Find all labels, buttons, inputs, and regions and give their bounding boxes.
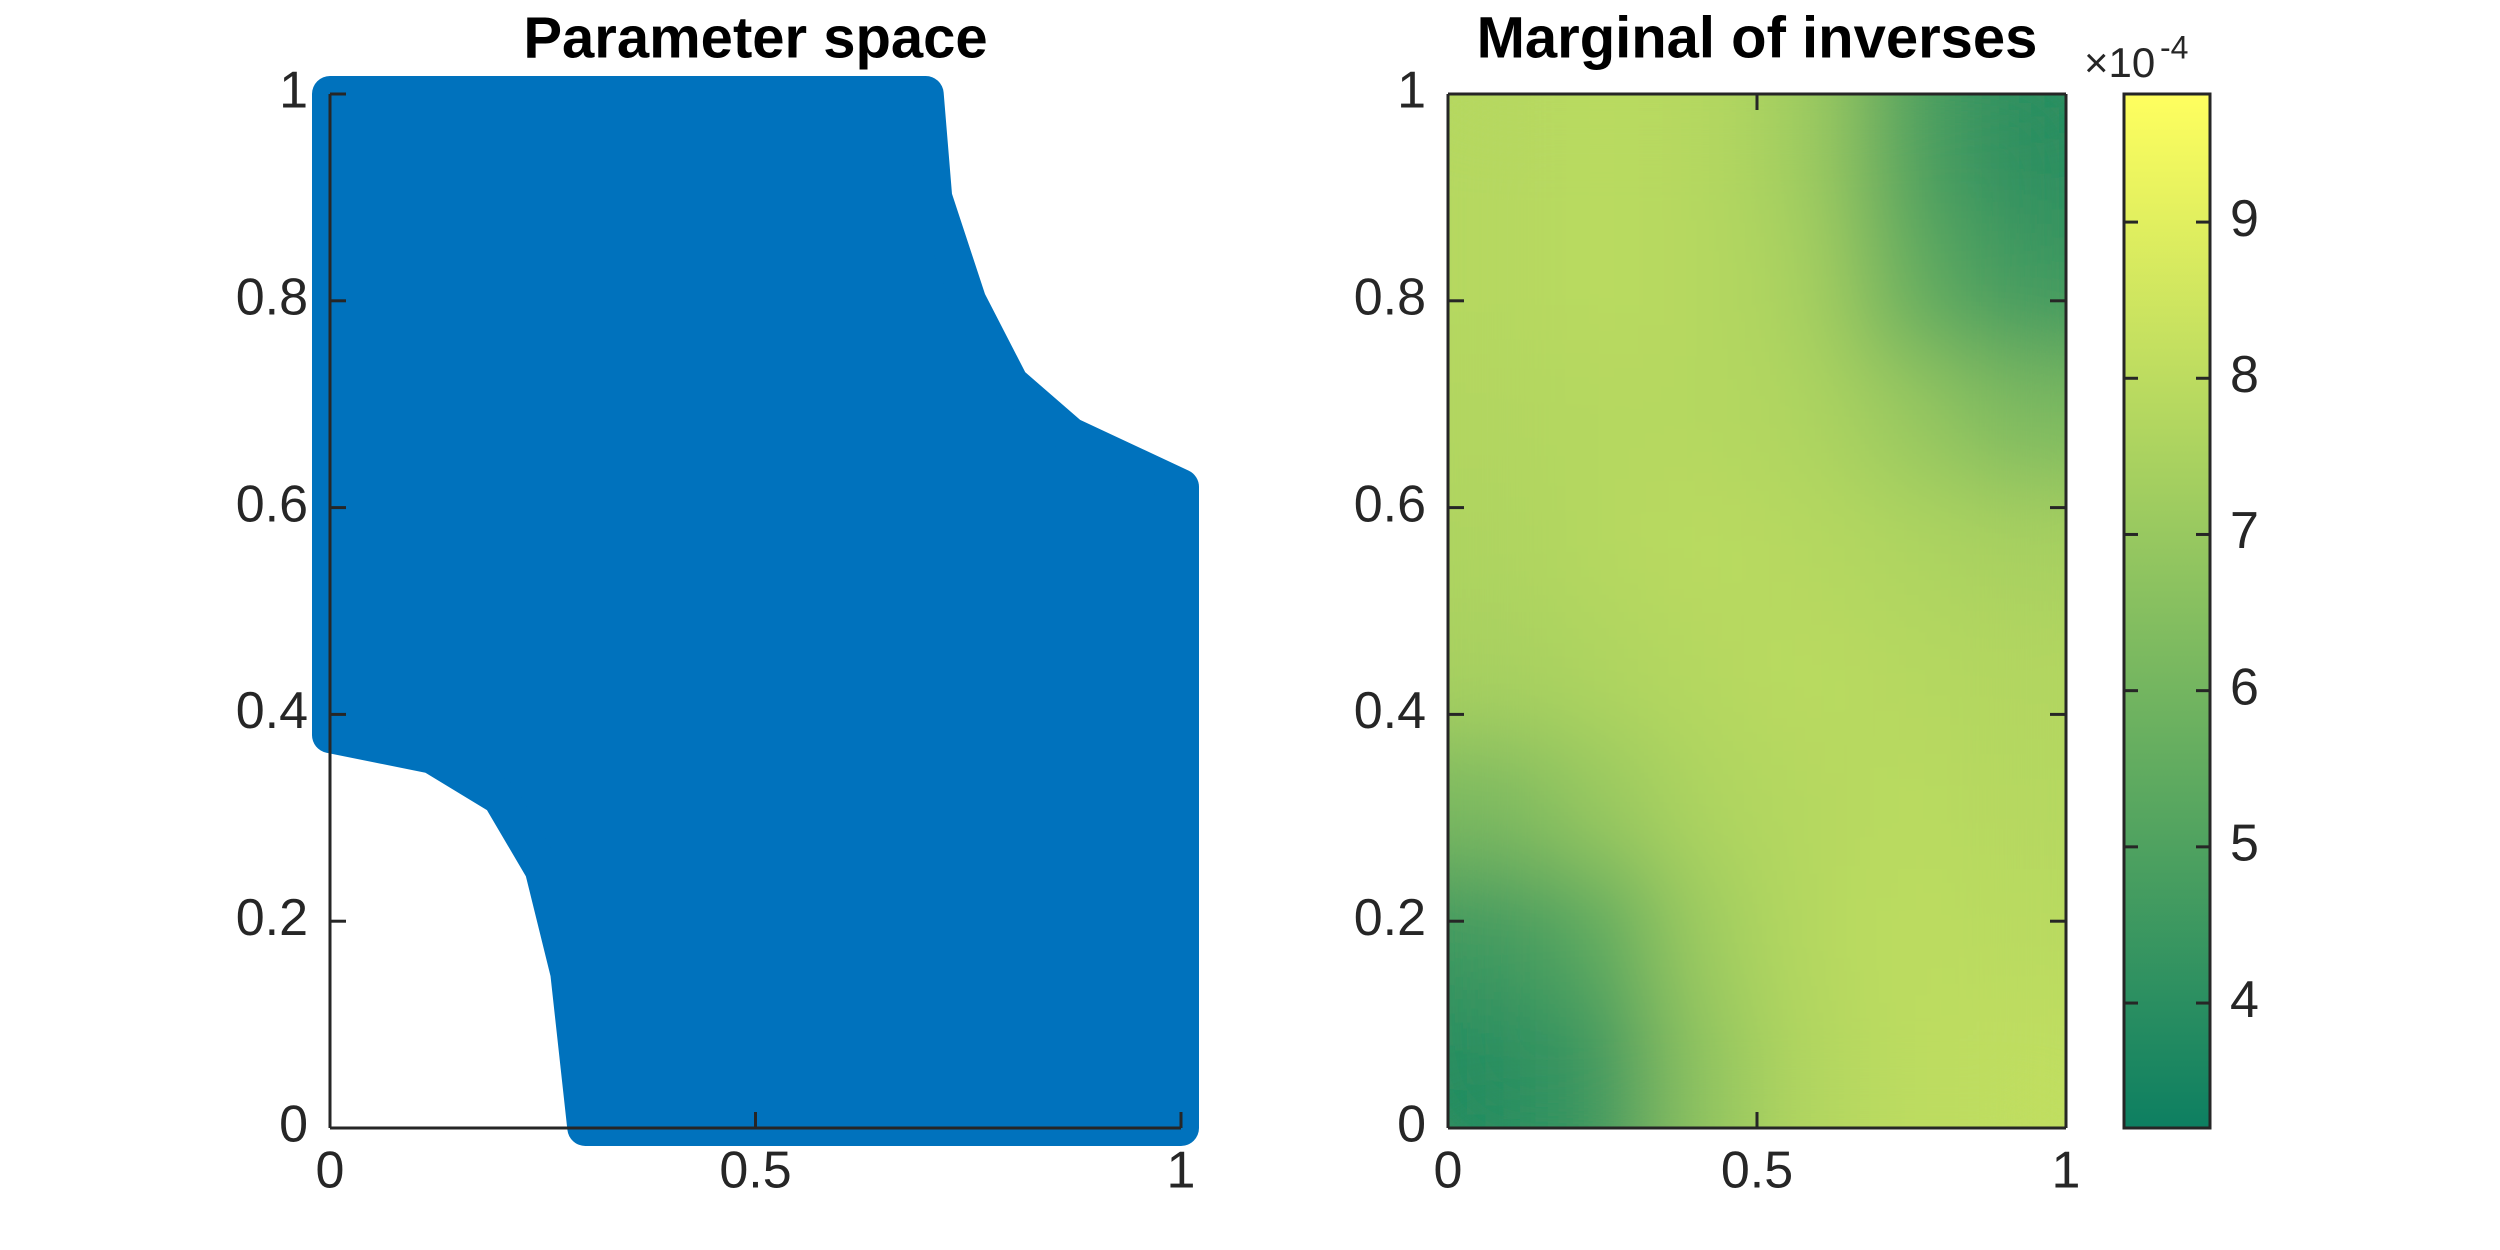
axes-title: Marginal of inverses [1477,5,2038,70]
heatmap [1448,94,2066,1128]
heatmap-cell [1653,998,1758,1128]
heatmap-cell [1653,869,1758,1000]
scatter-region [312,76,1199,1146]
x-tick-label: 0.5 [1721,1142,1793,1200]
axes-title: Parameter space [523,5,987,70]
heatmap-cell [1550,869,1655,1000]
heatmap-cell [1859,998,1964,1128]
heatmap-cell [1962,610,2066,741]
heatmap-cell [1653,94,1758,224]
heatmap-cell [1550,94,1655,224]
heatmap-clip [1448,94,2066,1128]
x-tick-label: 0 [316,1142,345,1200]
colorbar [2122,92,2212,1130]
y-tick-label: 1 [1397,62,1426,120]
colorbar-exponent: -4 [2160,29,2188,65]
colorbar-tick-label: 7 [2230,502,2259,560]
colorbar-multiplier: ×10 [2084,39,2155,86]
x-tick-label: 1 [1167,1142,1196,1200]
heatmap-cell [1653,739,1758,870]
y-tick-label: 0.8 [236,269,308,327]
heatmap-cell [1550,222,1655,353]
heatmap-cell [1962,222,2066,353]
heatmap-cell [1756,998,1861,1128]
y-tick-label: 0.4 [236,682,308,740]
heatmap-cell [1448,869,1552,1000]
heatmap-cell [1859,610,1964,741]
heatmap-cell [1756,94,1861,224]
heatmap-cell [1448,998,1552,1128]
heatmap-cell [1550,352,1655,483]
heatmap-cell [1859,352,1964,483]
colorbar-tick-label: 9 [2230,190,2259,248]
colorbar-tick-label: 5 [2230,815,2259,873]
x-tick-label: 0.5 [719,1142,791,1200]
heatmap-cell [1448,94,1552,224]
heatmap-cell [1756,869,1861,1000]
heatmap-cell [1859,94,1964,224]
heatmap-cell [1448,739,1552,870]
x-tick-label: 0 [1434,1142,1463,1200]
heatmap-cell [1653,222,1758,353]
x-tick-label: 1 [2052,1142,2081,1200]
y-tick-label: 0.2 [236,889,308,947]
heatmap-cell [1653,481,1758,612]
y-tick-label: 0 [279,1096,308,1154]
heatmap-cell [1448,352,1552,483]
heatmap-cell [1962,739,2066,870]
heatmap-cell [1550,998,1655,1128]
heatmap-cell [1756,739,1861,870]
heatmap-cell [1859,222,1964,353]
heatmap-cell [1653,610,1758,741]
heatmap-cell [1756,352,1861,483]
colorbar-tick-label: 4 [2230,971,2259,1029]
y-tick-label: 1 [279,62,308,120]
colorbar-tick-label: 8 [2230,346,2259,404]
colorbar-tick-label: 6 [2230,658,2259,716]
heatmap-cell [1756,222,1861,353]
heatmap-cell [1550,481,1655,612]
heatmap-cell [1550,610,1655,741]
heatmap-cell [1756,610,1861,741]
heatmap-cell [1962,869,2066,1000]
heatmap-cell [1859,481,1964,612]
y-tick-label: 0.6 [236,475,308,533]
y-tick-label: 0.4 [1354,682,1426,740]
heatmap-cell [1448,481,1552,612]
heatmap-cell [1962,998,2066,1128]
y-tick-label: 0.2 [1354,889,1426,947]
heatmap-cell [1448,610,1552,741]
heatmap-cell [1859,739,1964,870]
heatmap-cell [1756,481,1861,612]
y-tick-label: 0.8 [1354,269,1426,327]
heatmap-cell [1962,94,2066,224]
heatmap-cell [1962,352,2066,483]
y-tick-label: 0 [1397,1096,1426,1154]
heatmap-cell [1962,481,2066,612]
heatmap-cell [1653,352,1758,483]
heatmap-cell [1859,869,1964,1000]
heatmap-cell [1550,739,1655,870]
y-tick-label: 0.6 [1354,475,1426,533]
heatmap-cell [1448,222,1552,353]
